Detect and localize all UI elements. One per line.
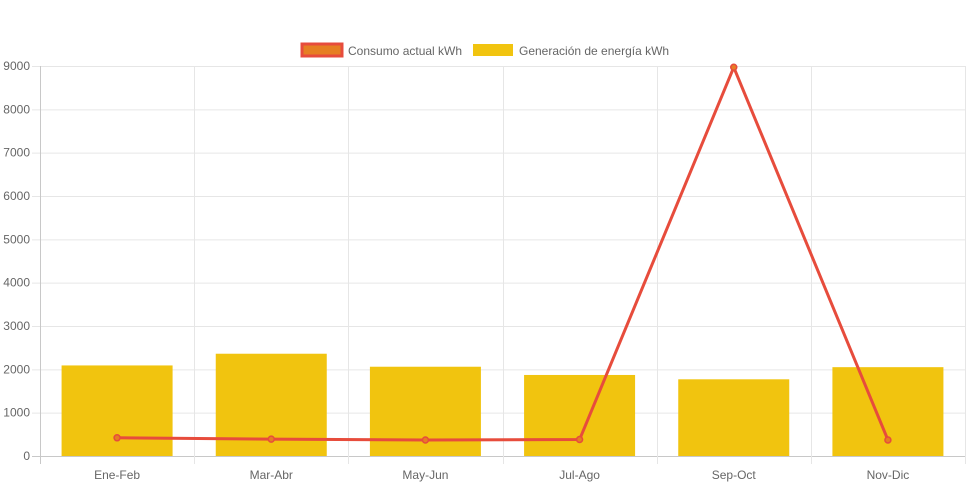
- x-tick-label: Ene-Feb: [94, 468, 140, 482]
- point-consumo[interactable]: [884, 436, 892, 444]
- point-consumo[interactable]: [575, 435, 584, 444]
- y-tick-label: 9000: [3, 59, 30, 73]
- y-tick-label: 3000: [3, 319, 30, 333]
- y-tick-label: 1000: [3, 406, 30, 420]
- line-series-consumo: [113, 63, 892, 444]
- legend-swatch-generacion[interactable]: [473, 44, 513, 56]
- y-tick-label: 2000: [3, 362, 30, 376]
- x-tick-label: Jul-Ago: [559, 468, 600, 482]
- y-tick-label: 7000: [3, 146, 30, 160]
- point-consumo[interactable]: [113, 434, 121, 442]
- x-tick-label: Nov-Dic: [867, 468, 910, 482]
- legend-label-consumo[interactable]: Consumo actual kWh: [348, 44, 462, 58]
- point-consumo[interactable]: [267, 435, 275, 443]
- point-consumo[interactable]: [730, 63, 738, 72]
- legend-swatch-consumo[interactable]: [300, 42, 344, 58]
- bar-generacion[interactable]: [524, 374, 636, 456]
- grid: [32, 66, 966, 464]
- x-tick-label: May-Jun: [402, 468, 448, 482]
- y-tick-label: 4000: [3, 276, 30, 290]
- point-consumo[interactable]: [421, 436, 430, 444]
- y-tick-label: 5000: [3, 232, 30, 246]
- x-axis: Ene-Feb Mar-Abr May-Jun Jul-Ago Sep-Oct Nov-D…: [94, 468, 909, 482]
- y-tick-label: 6000: [3, 189, 30, 203]
- y-tick-label: 8000: [3, 102, 30, 116]
- x-tick-label: Mar-Abr: [250, 468, 293, 482]
- x-tick-label: Sep-Oct: [712, 468, 757, 482]
- legend-label-generacion[interactable]: Generación de energía kWh: [519, 44, 669, 58]
- bar-generacion[interactable]: [678, 379, 790, 456]
- line-consumo: [117, 63, 890, 442]
- bar-generacion[interactable]: [61, 365, 173, 456]
- y-tick-label: 0: [23, 449, 30, 463]
- legend[interactable]: Consumo actual kWh Generación de energía…: [300, 42, 669, 58]
- y-axis: 0 1000 2000 3000 4000 5000 6000 7000 8000 9000: [3, 59, 30, 463]
